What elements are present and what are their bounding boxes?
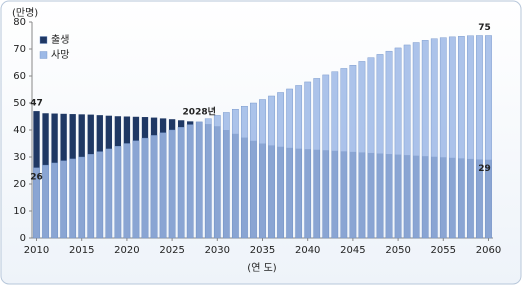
bar (367, 57, 375, 239)
bar (421, 40, 429, 239)
bar (476, 35, 483, 239)
bar (448, 36, 456, 239)
bar (168, 129, 176, 239)
legend-label: 출생 (51, 34, 69, 46)
x-tick-label: 2035 (250, 245, 275, 256)
bar (186, 124, 194, 239)
bar (213, 115, 221, 239)
bar (250, 102, 257, 239)
bar (241, 106, 248, 239)
y-tick-label: 20 (13, 179, 26, 190)
bar (159, 132, 167, 239)
y-tick-label: 70 (13, 44, 26, 55)
legend-label: 사망 (51, 49, 69, 61)
bar (358, 61, 366, 239)
bar (123, 143, 131, 239)
bar (177, 127, 185, 239)
x-tick-label: 2045 (340, 245, 365, 256)
bar (60, 160, 68, 239)
bar (322, 74, 330, 239)
data-label: 47 (30, 99, 43, 109)
bar (412, 42, 420, 239)
bar (105, 148, 113, 239)
bar (96, 151, 104, 239)
bar (340, 68, 348, 239)
bar (114, 145, 122, 239)
bar (132, 140, 140, 239)
bar (313, 78, 321, 239)
bar (467, 35, 474, 239)
bar (42, 164, 49, 239)
x-tick-label: 2020 (114, 245, 139, 256)
x-tick-label: 2060 (476, 245, 501, 256)
bar (403, 44, 411, 239)
bar (457, 36, 465, 239)
legend-swatch (39, 51, 48, 59)
bar (204, 118, 212, 239)
y-tick-label: 10 (13, 206, 26, 217)
x-tick-label: 2050 (385, 245, 410, 256)
bar (304, 81, 312, 239)
bar (376, 54, 384, 239)
data-label: 75 (478, 23, 491, 33)
bar (331, 71, 339, 239)
bar (295, 85, 303, 239)
bar (349, 64, 357, 239)
bar (485, 35, 492, 239)
y-unit: (만명) (12, 7, 38, 19)
annotation: 2028년 (183, 105, 216, 117)
x-tick-label: 2040 (295, 245, 320, 256)
data-label: 26 (30, 172, 43, 182)
bar (430, 38, 438, 239)
x-tick-label: 2010 (24, 245, 49, 256)
bar (195, 121, 203, 239)
bar (259, 99, 266, 239)
bar (268, 95, 275, 239)
bar (222, 112, 230, 239)
x-tick-label: 2055 (431, 245, 456, 256)
x-axis-label: (연 도) (247, 262, 276, 274)
y-tick-label: 50 (13, 98, 26, 109)
bar (78, 156, 86, 239)
y-tick-label: 80 (13, 17, 26, 28)
bar (33, 167, 40, 239)
bar (439, 37, 447, 239)
y-tick-label: 60 (13, 71, 26, 82)
data-label: 29 (478, 164, 491, 174)
x-tick-label: 2030 (205, 245, 230, 256)
x-tick-label: 2015 (69, 245, 94, 256)
x-tick-label: 2025 (159, 245, 184, 256)
bar (150, 135, 158, 239)
bar (394, 47, 402, 239)
y-tick-label: 40 (13, 125, 26, 136)
bar (51, 162, 58, 239)
y-tick-label: 30 (13, 152, 26, 163)
bar (141, 137, 149, 239)
bar (232, 109, 239, 239)
bar (69, 158, 77, 239)
bar (385, 50, 393, 239)
legend-swatch (39, 36, 48, 44)
bar (286, 88, 293, 239)
bar (277, 92, 284, 239)
bar (87, 154, 95, 239)
y-tick-label: 0 (20, 233, 26, 244)
